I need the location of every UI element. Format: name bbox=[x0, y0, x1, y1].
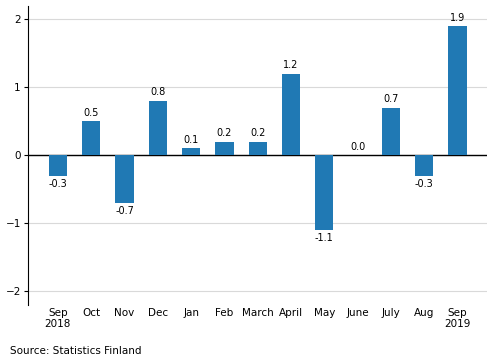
Bar bbox=[282, 73, 300, 155]
Text: 0.1: 0.1 bbox=[183, 135, 199, 145]
Bar bbox=[315, 155, 333, 230]
Text: 0.0: 0.0 bbox=[350, 142, 365, 152]
Text: 0.7: 0.7 bbox=[383, 94, 398, 104]
Bar bbox=[115, 155, 134, 203]
Text: 0.8: 0.8 bbox=[150, 87, 166, 98]
Bar bbox=[215, 141, 234, 155]
Text: 0.2: 0.2 bbox=[217, 128, 232, 138]
Text: 0.2: 0.2 bbox=[250, 128, 265, 138]
Bar bbox=[148, 101, 167, 155]
Bar bbox=[182, 148, 200, 155]
Text: 1.2: 1.2 bbox=[283, 60, 299, 70]
Text: 1.9: 1.9 bbox=[450, 13, 465, 23]
Bar bbox=[382, 108, 400, 155]
Bar bbox=[448, 26, 466, 155]
Bar bbox=[82, 121, 101, 155]
Text: 0.5: 0.5 bbox=[83, 108, 99, 118]
Text: Source: Statistics Finland: Source: Statistics Finland bbox=[10, 346, 141, 356]
Bar bbox=[49, 155, 67, 176]
Text: -1.1: -1.1 bbox=[315, 233, 334, 243]
Bar bbox=[248, 141, 267, 155]
Text: -0.3: -0.3 bbox=[48, 179, 67, 189]
Text: -0.3: -0.3 bbox=[415, 179, 433, 189]
Text: -0.7: -0.7 bbox=[115, 206, 134, 216]
Bar bbox=[415, 155, 433, 176]
